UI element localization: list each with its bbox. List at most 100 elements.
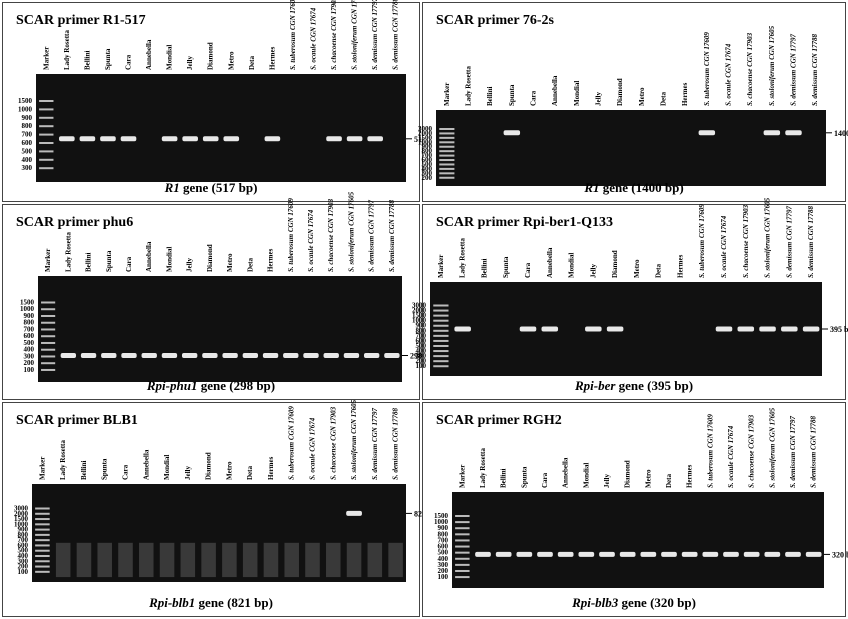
- gel-band: [120, 136, 137, 142]
- lane-label: Marker: [458, 465, 466, 488]
- ladder-band: [41, 368, 56, 371]
- gel-band: [182, 136, 198, 142]
- caption-gene: Rpi-blb3: [571, 595, 619, 610]
- gel-band: [702, 551, 719, 557]
- lane-label: Cara: [524, 262, 532, 278]
- marker-size-label: 400: [416, 347, 427, 355]
- gel-smear: [284, 542, 299, 578]
- ladder-band: [455, 527, 470, 530]
- lane-label: Hermes: [686, 464, 694, 488]
- caption-text: gene (320 bp): [622, 595, 696, 610]
- ladder-band: [433, 334, 449, 337]
- gel-band: [681, 551, 698, 557]
- marker-size-label: 300: [416, 352, 427, 360]
- ladder-band: [35, 523, 50, 526]
- gel-smear: [367, 542, 383, 578]
- lane-label: S. tuberosum CGN 17609: [289, 0, 297, 70]
- lane-label: Annebella: [142, 449, 150, 480]
- panel-title: SCAR primer RGH2: [436, 413, 562, 428]
- gel-band: [101, 353, 117, 358]
- lane-label: Diamond: [205, 452, 213, 480]
- gel-smear: [139, 542, 154, 578]
- gel-band: [764, 551, 781, 557]
- marker-size-label: 400: [18, 552, 29, 560]
- lane-label: Mondial: [582, 463, 590, 488]
- lane-label: Lady Rosetta: [479, 448, 487, 488]
- marker-size-label: 600: [24, 332, 35, 340]
- ladder-band: [455, 576, 470, 579]
- gel-smear: [242, 542, 258, 578]
- lane-label: S. tuberosum CGN 17609: [287, 198, 295, 272]
- ladder-band: [41, 362, 56, 365]
- ladder-band: [433, 344, 449, 347]
- lane-label: Mondial: [165, 247, 173, 272]
- lane-label: Metro: [633, 259, 641, 278]
- lane-label: Deta: [246, 258, 254, 272]
- panel: SCAR primer RGH2 Marker Lady Rosetta Bellin…: [422, 402, 848, 617]
- ladder-band: [433, 339, 449, 342]
- caption: Rpi-blb3 gene (320 bp): [571, 595, 696, 610]
- marker-size-label: 400: [422, 165, 433, 173]
- marker-size-label: 1500: [20, 299, 35, 307]
- ladder-band: [455, 551, 470, 554]
- ladder-band: [439, 176, 455, 179]
- ladder-band: [439, 128, 455, 130]
- gel-band: [326, 136, 342, 142]
- marker-size-label: 500: [24, 339, 35, 347]
- ladder-band: [41, 308, 56, 311]
- marker-size-label: 700: [22, 131, 33, 139]
- ladder-band: [433, 304, 449, 307]
- ladder-band: [35, 554, 50, 557]
- gel-band: [599, 551, 615, 557]
- gel-band: [323, 353, 339, 358]
- gel-band: [60, 353, 77, 358]
- marker-size-label: 800: [422, 147, 433, 155]
- gel-band: [100, 136, 116, 142]
- ladder-band: [433, 324, 449, 327]
- marker-size-label: 600: [18, 541, 29, 549]
- marker-size-label: 200: [24, 359, 35, 367]
- ladder-band: [35, 565, 50, 568]
- marker-size-label: 300: [18, 557, 29, 565]
- gel-band: [80, 353, 97, 358]
- caption: R1 gene (1400 bp): [583, 180, 683, 195]
- lane-label: S. chacoense CGN 17903: [327, 198, 335, 272]
- gel-band: [737, 326, 755, 332]
- ladder-band: [41, 348, 56, 351]
- gel-band: [781, 326, 798, 332]
- caption-gene: Rpi-blb1: [148, 595, 195, 610]
- gel-band: [743, 551, 760, 557]
- band-size-label: 298 bp: [410, 352, 433, 361]
- ladder-band: [439, 141, 455, 144]
- lane-label: Bellini: [500, 468, 508, 488]
- marker-size-label: 100: [416, 362, 427, 370]
- lane-label: Spunta: [104, 48, 112, 70]
- ladder-band: [455, 533, 470, 536]
- ladder-band: [39, 116, 54, 119]
- lane-label: Spunta: [508, 84, 516, 106]
- gel-band: [557, 551, 574, 557]
- gel-band: [475, 551, 491, 557]
- lane-label: Deta: [248, 56, 256, 70]
- gel-band: [363, 353, 380, 358]
- gel-band: [785, 130, 802, 136]
- gel-band: [79, 136, 96, 142]
- lane-label: S. ocaule CGN 17674: [309, 417, 317, 480]
- ladder-band: [439, 159, 455, 162]
- marker-size-label: 200: [18, 563, 29, 571]
- gel-smear: [222, 542, 237, 578]
- lane-label: Annebella: [145, 241, 153, 272]
- lane-label: Diamond: [206, 244, 214, 272]
- lane-label: S. demissum CGN 17788: [388, 200, 396, 272]
- gel-band: [619, 551, 636, 557]
- lane-label: Deta: [655, 264, 663, 278]
- lane-label: Jelly: [184, 466, 192, 480]
- gel-band: [121, 353, 137, 358]
- marker-size-label: 1500: [18, 97, 33, 105]
- lane-label: S. ocaule CGN 17674: [307, 209, 315, 272]
- lane-label: S. tuberosum CGN 17609: [698, 204, 706, 278]
- marker-size-label: 100: [18, 568, 29, 576]
- marker-size-label: 1500: [412, 312, 427, 320]
- gel-smear: [180, 542, 196, 578]
- ladder-band: [439, 154, 455, 157]
